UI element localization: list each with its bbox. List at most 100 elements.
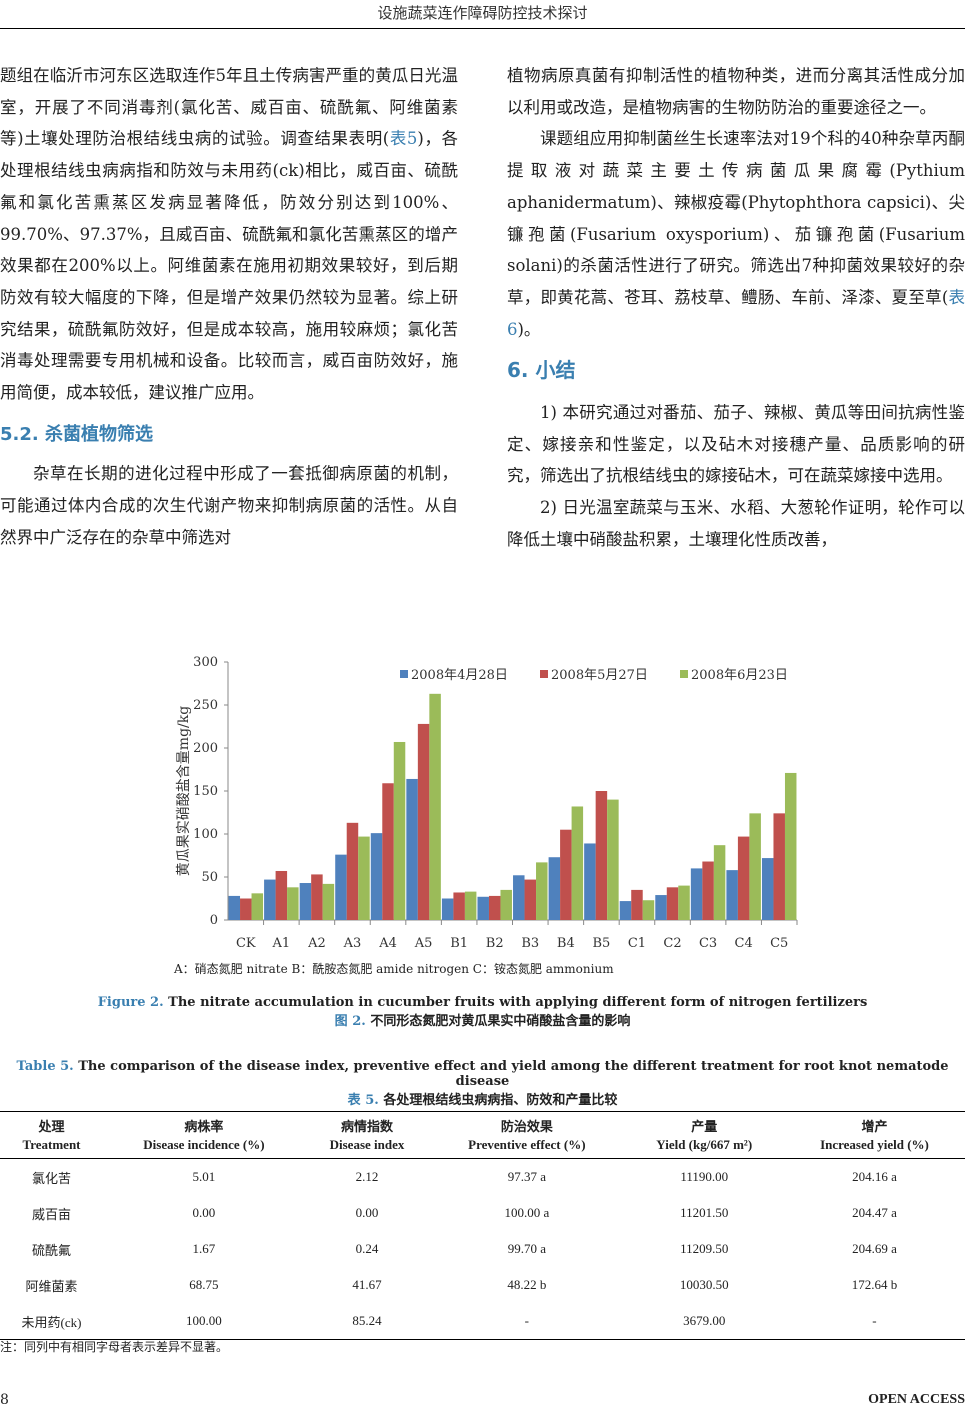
column-header: 产量 Yield (kg/667 m²) [624, 1111, 784, 1159]
bar-A4-series-2 [393, 741, 406, 920]
header-cn: 病情指数 [340, 1119, 393, 1134]
table-title-en: The comparison of the disease index, pre… [78, 1059, 949, 1089]
bar-CK-series-0 [228, 895, 241, 920]
table-row: 阿维菌素 68.75 41.67 48.22 b 10030.50 172.64 b [0, 1267, 965, 1303]
table-header-row: 处理 Treatment 病株率 Disease incidence (%) 病情指数 D… [0, 1111, 965, 1159]
table-cell: 0.24 [355, 1241, 379, 1256]
bar-A3-series-0 [335, 854, 347, 920]
table-cell: 172.64 b [851, 1277, 898, 1292]
bar-B1-series-2 [464, 891, 477, 920]
legend-swatch-1 [540, 670, 548, 678]
figure-caption: Figure 2. The nitrate accumulation in cu… [0, 995, 965, 1029]
table-cell: 硫酰氟 [32, 1242, 72, 1258]
bar-A4-series-0 [370, 833, 383, 920]
paragraph: 课题组应用抑制菌丝生长速率法对19个科的40种杂草丙酮提取液对蔬菜主要土传病菌瓜… [507, 123, 965, 345]
bar-C4-series-1 [737, 836, 750, 920]
header-cn: 病株率 [184, 1119, 224, 1134]
section-heading-6: 6. 小结 [507, 358, 576, 383]
column-header: 病株率 Disease incidence (%) [103, 1111, 305, 1159]
bar-B3-series-2 [536, 862, 548, 920]
table-cell: 97.37 a [507, 1169, 546, 1184]
table-label-cn: 表 5. [347, 1093, 379, 1108]
figure-label: Figure 2. [97, 995, 164, 1010]
nitrate-bar-chart: 0 50 100 150 200 250 300 CK A1 A2 A3 A4 A5 B1 B2 B3 B4 B5… [175, 655, 798, 951]
bar-B2-series-0 [477, 896, 489, 920]
chart-note: A：硝态氮肥 nitrate B：酰胺态氮肥 amide nitrogen C：… [174, 962, 614, 976]
y-tick-label: 50 [201, 870, 218, 885]
x-tick-label: C3 [699, 936, 717, 951]
bar-B3-series-1 [524, 879, 537, 920]
table-cell: - [783, 1303, 965, 1340]
table-cell: 99.70 a [507, 1241, 546, 1256]
table-cell: 68.75 [189, 1277, 219, 1292]
table-cell: 阿维菌素 [25, 1278, 78, 1294]
legend-swatch-2 [680, 670, 688, 678]
bar-C3-series-0 [690, 868, 703, 920]
header-cn: 增产 [861, 1119, 888, 1134]
table-ref-link[interactable]: 表5 [389, 129, 418, 149]
bar-A5-series-0 [406, 778, 418, 920]
bar-C4-series-2 [749, 813, 761, 920]
x-tick-label: A3 [343, 936, 362, 951]
legend-label-2: 2008年6月23日 [691, 668, 788, 683]
bar-CK-series-2 [251, 893, 264, 920]
bar-B1-series-0 [441, 898, 454, 920]
legend-label-1: 2008年5月27日 [551, 668, 648, 683]
column-header: 处理 Treatment [0, 1111, 104, 1159]
table-cell: 204.47 a [852, 1205, 897, 1220]
header-cn: 处理 [38, 1119, 65, 1134]
column-header: 增产 Increased yield (%) [783, 1111, 965, 1159]
figure-title-en: The nitrate accumulation in cucumber fru… [168, 995, 868, 1010]
table-cell: 48.22 b [507, 1277, 547, 1292]
table-label: Table 5. [16, 1059, 74, 1074]
paragraph: 2) 日光温室蔬菜与玉米、水稻、大葱轮作证明，轮作可以降低土壤中硝酸盐积累，土壤… [507, 498, 965, 549]
paragraph: 1) 本研究通过对番茄、茄子、辣椒、黄瓜等田间抗病性鉴定、嫁接亲和性鉴定，以及砧… [507, 403, 965, 486]
table-cell: 11209.50 [680, 1241, 729, 1256]
header-en: Disease index [329, 1137, 405, 1152]
figure-label-cn: 图 2. [334, 1014, 366, 1029]
table-cell: 1.67 [192, 1241, 216, 1256]
y-tick-label: 150 [193, 784, 218, 799]
table-note: 注：同列中有相同字母者表示差异不显著。 [0, 1340, 229, 1354]
table-cell: 威百亩 [32, 1206, 72, 1222]
header-en: Disease incidence (%) [143, 1137, 265, 1152]
bar-C4-series-0 [726, 870, 738, 920]
bar-C1-series-0 [619, 901, 632, 920]
text: 题组在临沂市河东区选取连作5年且土传病害严重的黄瓜日光温室，开展了不同消毒剂(氯… [0, 66, 458, 149]
bar-A3-series-1 [346, 822, 359, 920]
table-caption: Table 5. The comparison of the disease i… [0, 1059, 965, 1108]
x-tick-label: B2 [486, 936, 504, 951]
y-tick-label: 0 [210, 913, 218, 928]
x-tick-label: B3 [521, 936, 539, 951]
bar-C5-series-0 [761, 858, 774, 920]
bar-A1-series-0 [264, 879, 276, 920]
table-cell: 204.69 a [852, 1241, 897, 1256]
table-ref-link[interactable]: 表6 [507, 287, 965, 339]
table-cell: 0.00 [192, 1205, 216, 1220]
header-en: Yield (kg/667 m²) [656, 1137, 753, 1152]
table-cell: 11201.50 [680, 1205, 729, 1220]
legend-label-0: 2008年4月28日 [411, 668, 508, 683]
journal-label: OPEN ACCESS [868, 1392, 965, 1407]
bar-B2-series-1 [488, 895, 501, 920]
table-cell: 2.12 [355, 1169, 379, 1184]
y-tick-label: 300 [193, 655, 218, 670]
table-cell: 3679.00 [624, 1303, 784, 1340]
header-rule [0, 28, 965, 29]
header-cn: 防治效果 [500, 1119, 553, 1134]
x-tick-label: A5 [414, 936, 433, 951]
bar-CK-series-1 [240, 898, 252, 920]
x-tick-label: C5 [770, 936, 788, 951]
right-column: 植物病原真菌有抑制活性的植物种类，进而分离其活性成分加以利用或改造，是植物病害的… [507, 60, 965, 556]
bar-A1-series-1 [275, 870, 288, 920]
table-cell: 未用药(ck) [0, 1303, 104, 1340]
table-cell: 100.00 a [504, 1205, 550, 1220]
table-cell: 100.00 [103, 1303, 305, 1340]
y-axis-label: 黄瓜果实硝酸盐含量mg/kg [175, 706, 192, 876]
x-tick-label: CK [236, 936, 256, 951]
x-tick-label: A2 [307, 936, 326, 951]
figure-title-cn: 不同形态氮肥对黄瓜果实中硝酸盐含量的影响 [370, 1014, 631, 1029]
bar-A4-series-1 [382, 783, 394, 920]
bar-C5-series-2 [784, 772, 797, 920]
